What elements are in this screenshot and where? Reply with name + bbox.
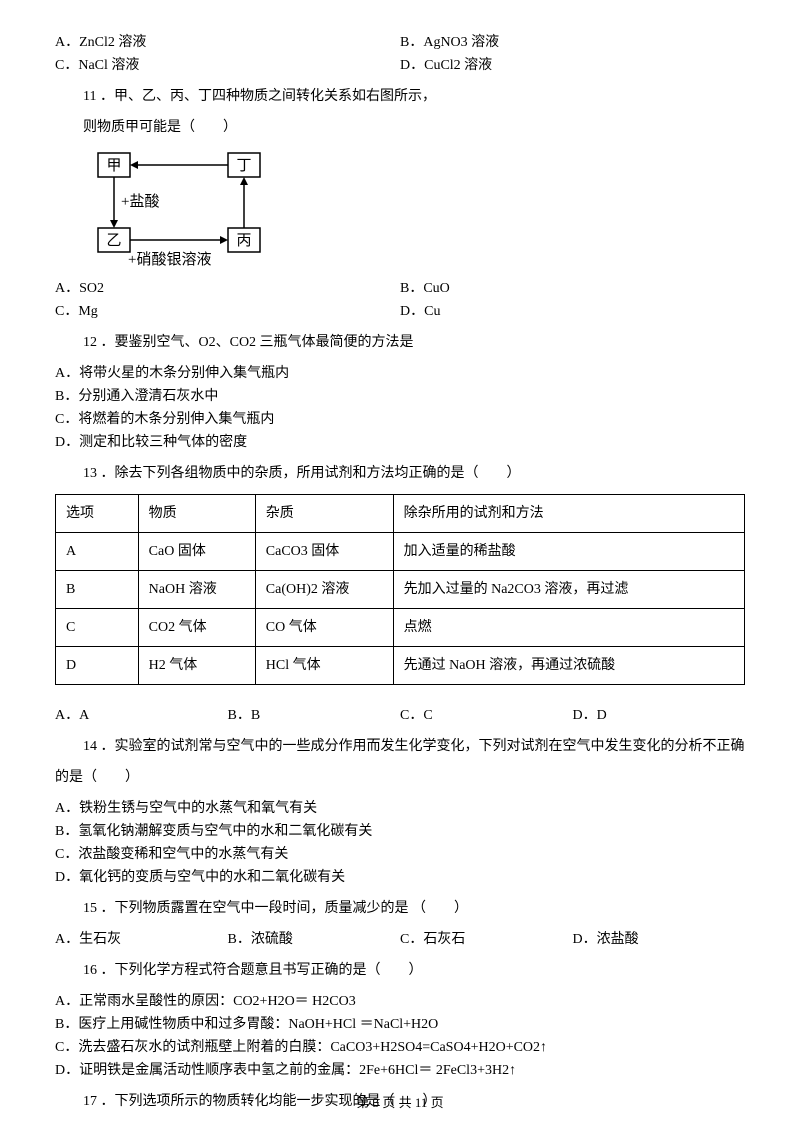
q15-options-row: A．生石灰 B．浓硫酸 C．石灰石 D．浓盐酸	[55, 929, 745, 950]
q11-options-row1: A．SO2 B．CuO	[55, 278, 745, 299]
q13-opt-b: B．B	[228, 705, 401, 726]
cell: D	[56, 647, 139, 685]
q10-options-row2: C．NaCl 溶液 D．CuCl2 溶液	[55, 55, 745, 76]
table-header-row: 选项 物质 杂质 除杂所用的试剂和方法	[56, 495, 745, 533]
q13-options-row: A．A B．B C．C D．D	[55, 705, 745, 726]
cell: C	[56, 609, 139, 647]
cell: 先加入过量的 Na2CO3 溶液，再过滤	[393, 571, 744, 609]
q11-opt-b: B．CuO	[400, 278, 745, 299]
q10-opt-b: B．AgNO3 溶液	[400, 32, 745, 53]
q10-opt-c: C．NaCl 溶液	[55, 55, 400, 76]
cell: NaOH 溶液	[138, 571, 255, 609]
q13-text: 13 ．除去下列各组物质中的杂质，所用试剂和方法均正确的是（ ）	[83, 463, 745, 484]
cell: 点燃	[393, 609, 744, 647]
cell: CO2 气体	[138, 609, 255, 647]
q14-opt-d: D．氧化钙的变质与空气中的水和二氧化碳有关	[55, 867, 745, 888]
q15-text: 15 ．下列物质露置在空气中一段时间，质量减少的是 （ ）	[83, 898, 745, 919]
node-jia: 甲	[106, 158, 121, 174]
q12-text: 12 ．要鉴别空气、O2、CO2 三瓶气体最简便的方法是	[83, 332, 745, 353]
q13-opt-a: A．A	[55, 705, 228, 726]
q16-opt-c: C．洗去盛石灰水的试剂瓶壁上附着的白膜：CaCO3+H2SO4=CaSO4+H2…	[55, 1037, 745, 1058]
q12-opt-b: B．分别通入澄清石灰水中	[55, 386, 745, 407]
q12-opt-d: D．测定和比较三种气体的密度	[55, 432, 745, 453]
cell: HCl 气体	[255, 647, 393, 685]
page-footer: 第 3 页 共 11 页	[55, 1093, 745, 1113]
cell: CaO 固体	[138, 533, 255, 571]
node-ding: 丁	[236, 158, 251, 174]
q12-opt-c: C．将燃着的木条分别伸入集气瓶内	[55, 409, 745, 430]
q13-opt-d: D．D	[573, 705, 746, 726]
q11-text: 11 ．甲、乙、丙、丁四种物质之间转化关系如右图所示，	[83, 86, 745, 107]
table-row: C CO2 气体 CO 气体 点燃	[56, 609, 745, 647]
table-row: D H2 气体 HCl 气体 先通过 NaOH 溶液，再通过浓硫酸	[56, 647, 745, 685]
cell: H2 气体	[138, 647, 255, 685]
label-xiaoyinsuan: +硝酸银溶液	[128, 251, 211, 268]
q16-text: 16 ．下列化学方程式符合题意且书写正确的是（ ）	[83, 960, 745, 981]
q14-line2: 的是（ ）	[55, 767, 745, 788]
q11-diagram: 甲 丁 乙 丙 +盐酸 +硝酸银溶液	[83, 148, 745, 268]
q16-opt-a: A．正常雨水呈酸性的原因：CO2+H2O＝ H2CO3	[55, 991, 745, 1012]
th-1: 物质	[138, 495, 255, 533]
q16-opt-b: B．医疗上用碱性物质中和过多胃酸：NaOH+HCl ＝NaCl+H2O	[55, 1014, 745, 1035]
q11-opt-d: D．Cu	[400, 301, 745, 322]
cell: B	[56, 571, 139, 609]
q14-opt-b: B．氢氧化钠潮解变质与空气中的水和二氧化碳有关	[55, 821, 745, 842]
cell: 加入适量的稀盐酸	[393, 533, 744, 571]
q15-opt-c: C．石灰石	[400, 929, 573, 950]
th-0: 选项	[56, 495, 139, 533]
table-row: A CaO 固体 CaCO3 固体 加入适量的稀盐酸	[56, 533, 745, 571]
q12-opt-a: A．将带火星的木条分别伸入集气瓶内	[55, 363, 745, 384]
q10-opt-a: A．ZnCl2 溶液	[55, 32, 400, 53]
q11-line2: 则物质甲可能是（ ）	[83, 117, 745, 138]
table-row: B NaOH 溶液 Ca(OH)2 溶液 先加入过量的 Na2CO3 溶液，再过…	[56, 571, 745, 609]
cell: CO 气体	[255, 609, 393, 647]
q13-table: 选项 物质 杂质 除杂所用的试剂和方法 A CaO 固体 CaCO3 固体 加入…	[55, 494, 745, 685]
cell: Ca(OH)2 溶液	[255, 571, 393, 609]
node-bing: 丙	[236, 233, 251, 249]
q11-options-row2: C．Mg D．Cu	[55, 301, 745, 322]
th-3: 除杂所用的试剂和方法	[393, 495, 744, 533]
q11-opt-a: A．SO2	[55, 278, 400, 299]
q14-opt-c: C．浓盐酸变稀和空气中的水蒸气有关	[55, 844, 745, 865]
label-yansuan: +盐酸	[121, 193, 159, 210]
cell: A	[56, 533, 139, 571]
q15-opt-d: D．浓盐酸	[573, 929, 746, 950]
q15-opt-a: A．生石灰	[55, 929, 228, 950]
node-yi: 乙	[106, 233, 121, 249]
q11-opt-c: C．Mg	[55, 301, 400, 322]
q10-opt-d: D．CuCl2 溶液	[400, 55, 745, 76]
q10-options-row1: A．ZnCl2 溶液 B．AgNO3 溶液	[55, 32, 745, 53]
q13-opt-c: C．C	[400, 705, 573, 726]
cell: CaCO3 固体	[255, 533, 393, 571]
cell: 先通过 NaOH 溶液，再通过浓硫酸	[393, 647, 744, 685]
q14-opt-a: A．铁粉生锈与空气中的水蒸气和氧气有关	[55, 798, 745, 819]
q15-opt-b: B．浓硫酸	[228, 929, 401, 950]
q14-text: 14 ．实验室的试剂常与空气中的一些成分作用而发生化学变化，下列对试剂在空气中发…	[83, 736, 745, 757]
q16-opt-d: D．证明铁是金属活动性顺序表中氢之前的金属：2Fe+6HCl＝ 2FeCl3+3…	[55, 1060, 745, 1081]
th-2: 杂质	[255, 495, 393, 533]
